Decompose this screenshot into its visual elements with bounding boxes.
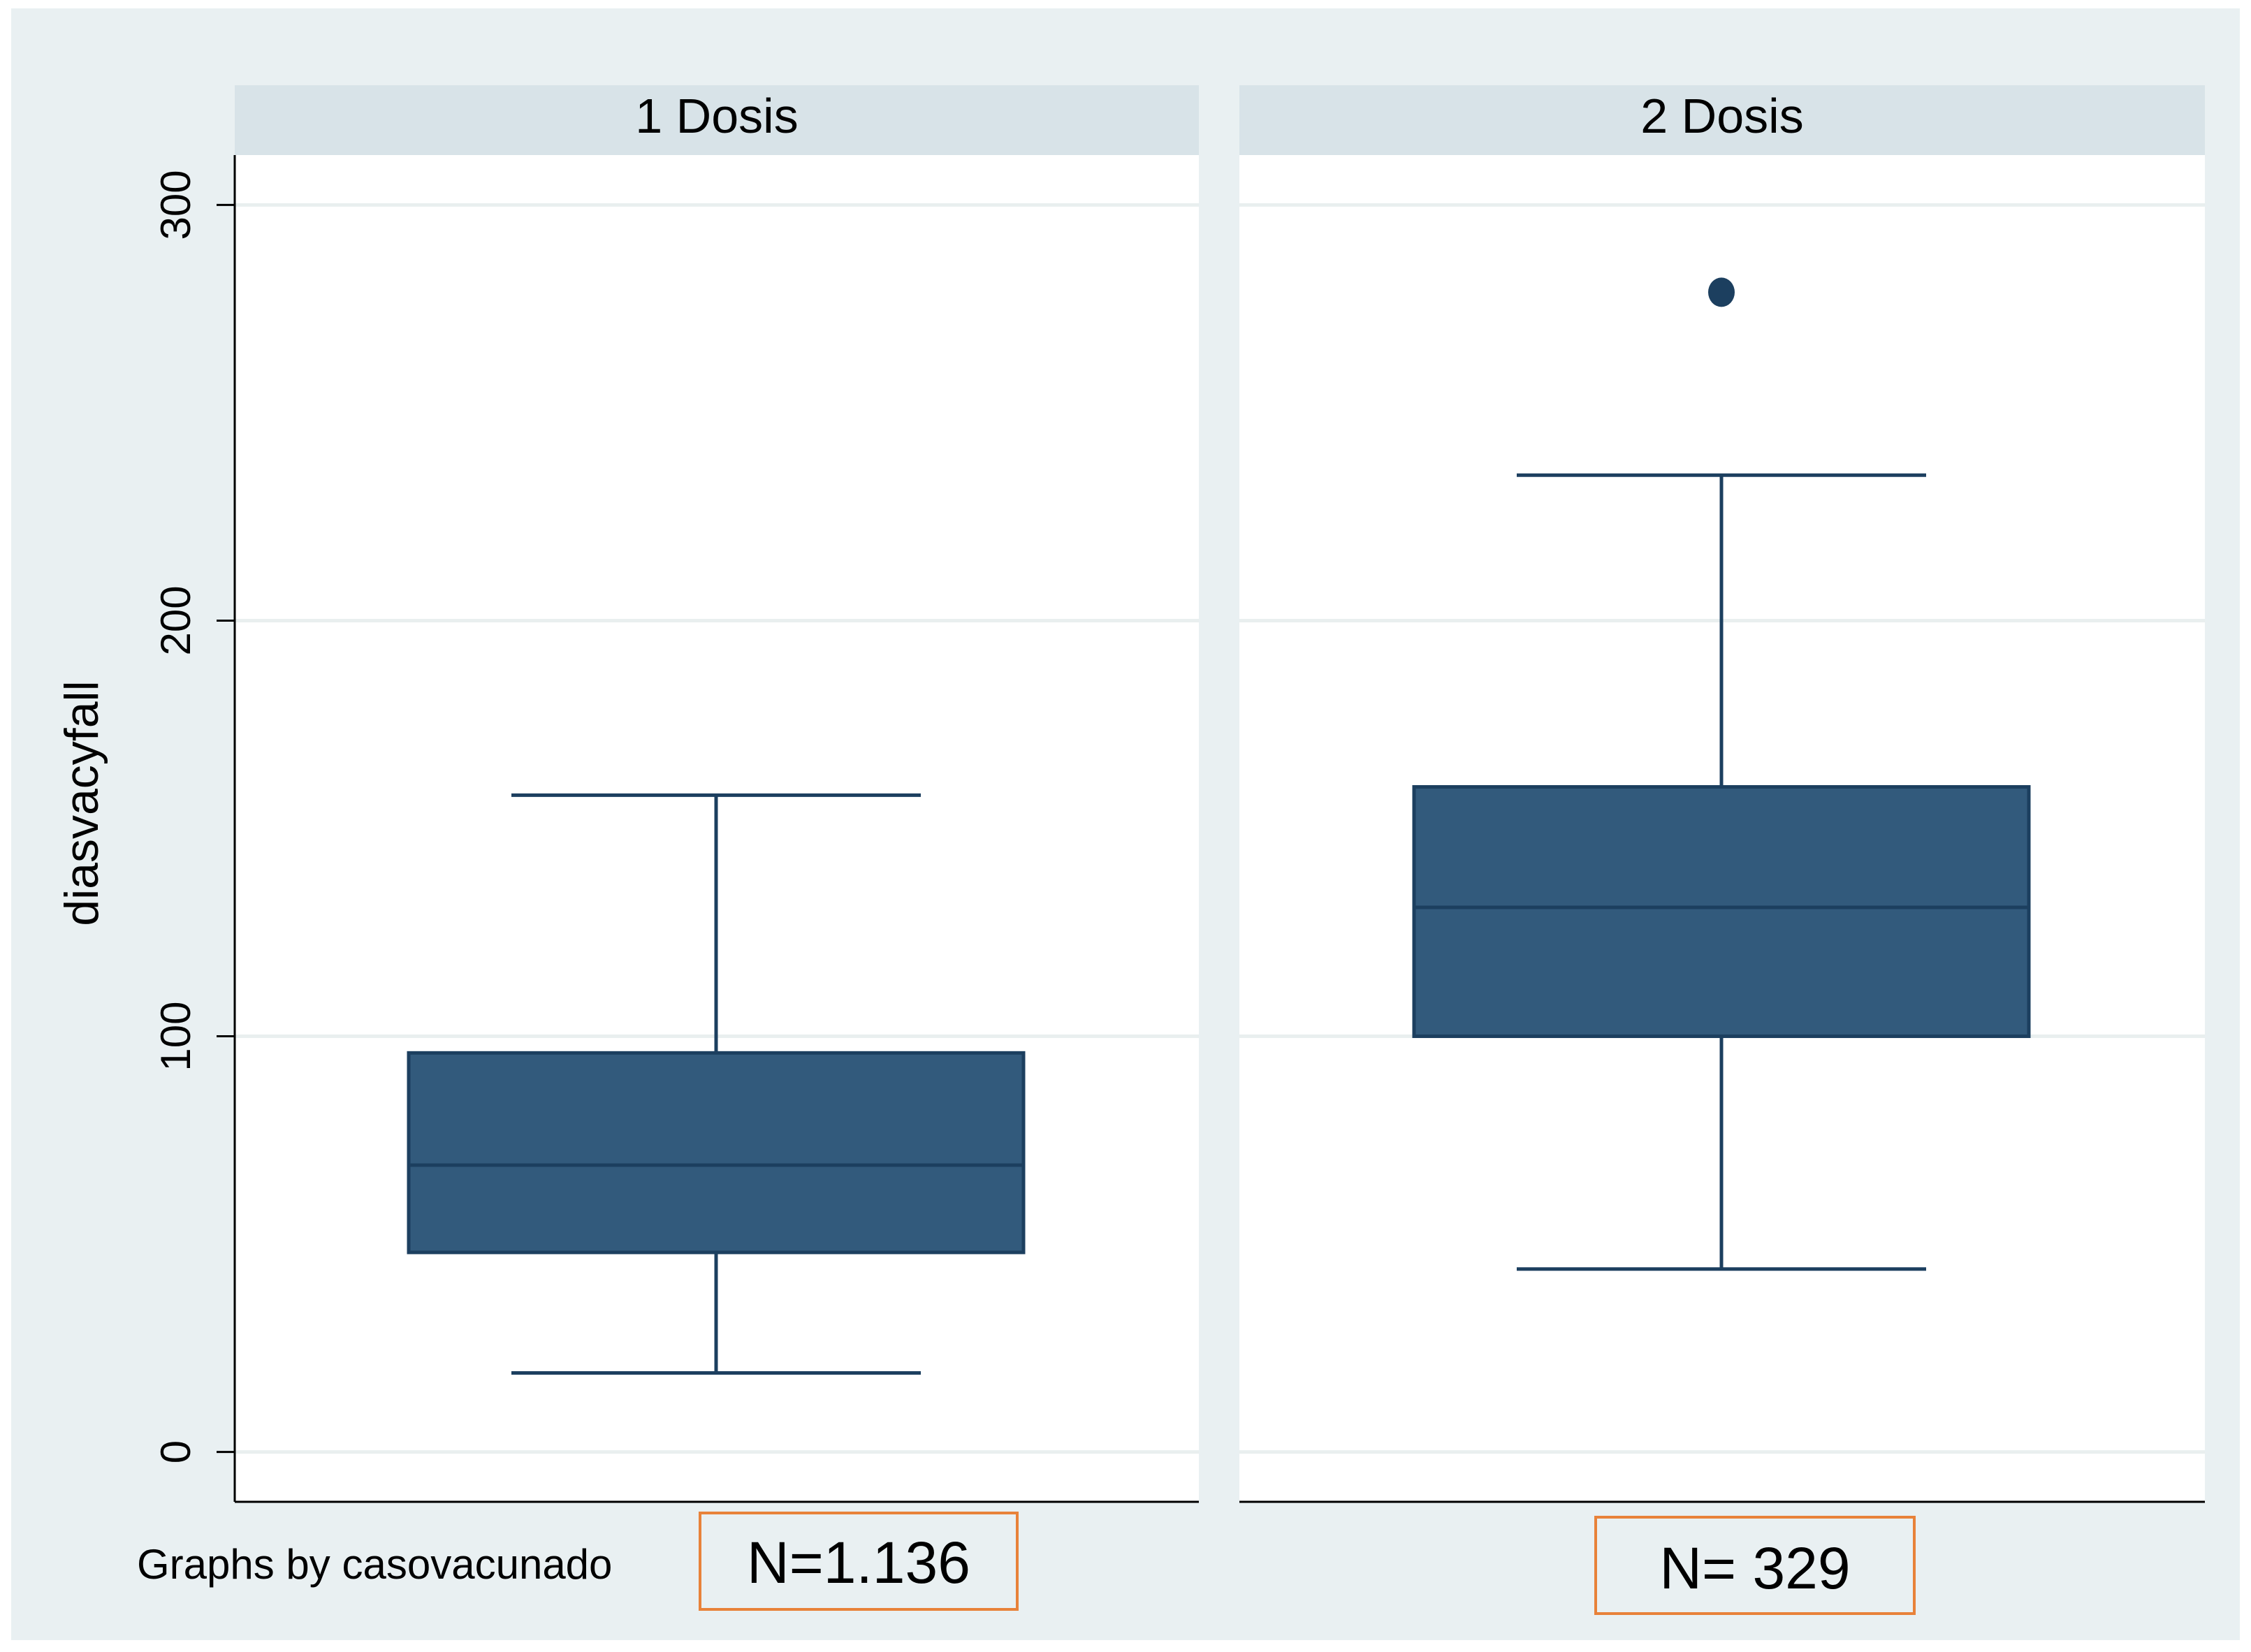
y-axis-label: diasvacyfall <box>55 680 108 926</box>
n-annotation-label: N= 329 <box>1659 1535 1850 1601</box>
y-tick-label: 0 <box>152 1440 199 1463</box>
iqr-box <box>1412 784 2031 1039</box>
panel-header <box>235 85 1199 155</box>
n-annotation-box <box>699 1512 1019 1611</box>
graphs-by-note: Graphs by casovacunado <box>137 1541 612 1588</box>
outlier-point <box>1708 277 1735 307</box>
panel-title: 1 Dosis <box>635 89 798 143</box>
y-tick-label: 300 <box>152 170 199 240</box>
y-tick-label: 100 <box>152 1001 199 1071</box>
panel-title: 2 Dosis <box>1640 89 1803 143</box>
n-annotation-label: N=1.136 <box>747 1530 970 1595</box>
iqr-box <box>407 1051 1026 1255</box>
panel-header <box>1239 85 2205 155</box>
y-tick-label: 200 <box>152 585 199 655</box>
n-annotation-box <box>1594 1516 1916 1615</box>
